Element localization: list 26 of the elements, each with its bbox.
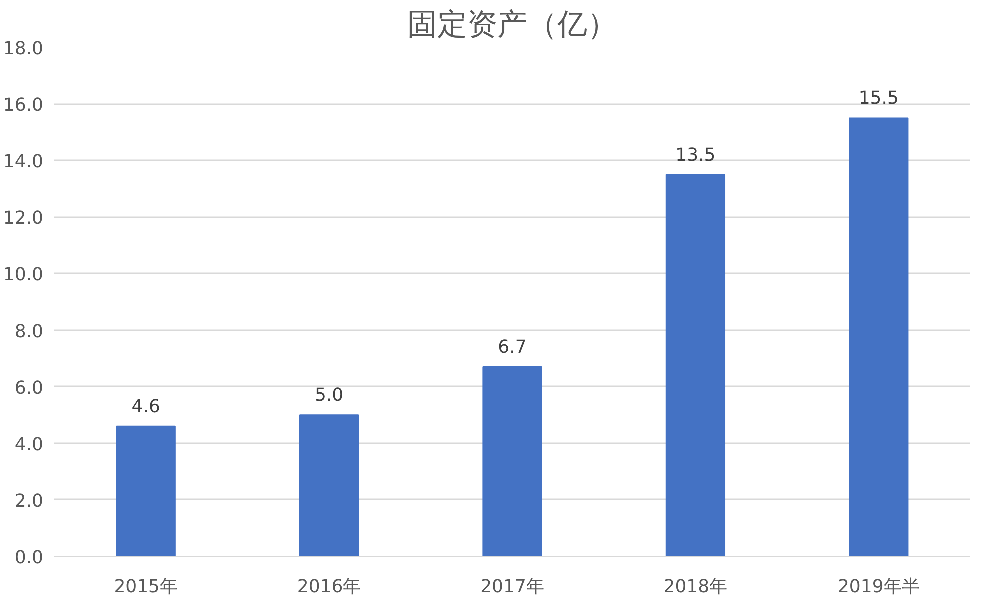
x-tick-label: 2019年半 (838, 576, 920, 598)
data-label: 13.5 (676, 144, 716, 166)
x-tick-label: 2018年 (664, 576, 728, 598)
x-tick-label: 2015年 (114, 576, 178, 598)
y-tick-label: 6.0 (14, 378, 44, 399)
bar (849, 118, 909, 556)
y-tick-label: 16.0 (3, 95, 44, 116)
y-tick-label: 8.0 (14, 321, 44, 342)
x-tick-label: 2017年 (480, 576, 544, 598)
y-tick-label: 0.0 (14, 548, 44, 568)
bar (116, 426, 176, 556)
data-label: 4.6 (132, 396, 160, 418)
bar (666, 174, 726, 556)
y-tick-label: 14.0 (3, 152, 44, 173)
chart-title: 固定资产（亿） (408, 8, 618, 42)
x-tick-label: 2016年 (297, 576, 362, 598)
bar (299, 414, 360, 556)
y-tick-label: 12.0 (3, 208, 44, 230)
y-tick-label: 2.0 (14, 490, 44, 512)
data-label: 15.5 (858, 88, 899, 110)
y-tick-label: 18.0 (3, 38, 44, 60)
data-label: 6.7 (498, 337, 527, 358)
y-tick-label: 10.0 (3, 264, 44, 286)
data-label: 5.0 (314, 385, 344, 406)
y-tick-label: 4.0 (14, 434, 44, 456)
bar (482, 366, 542, 556)
